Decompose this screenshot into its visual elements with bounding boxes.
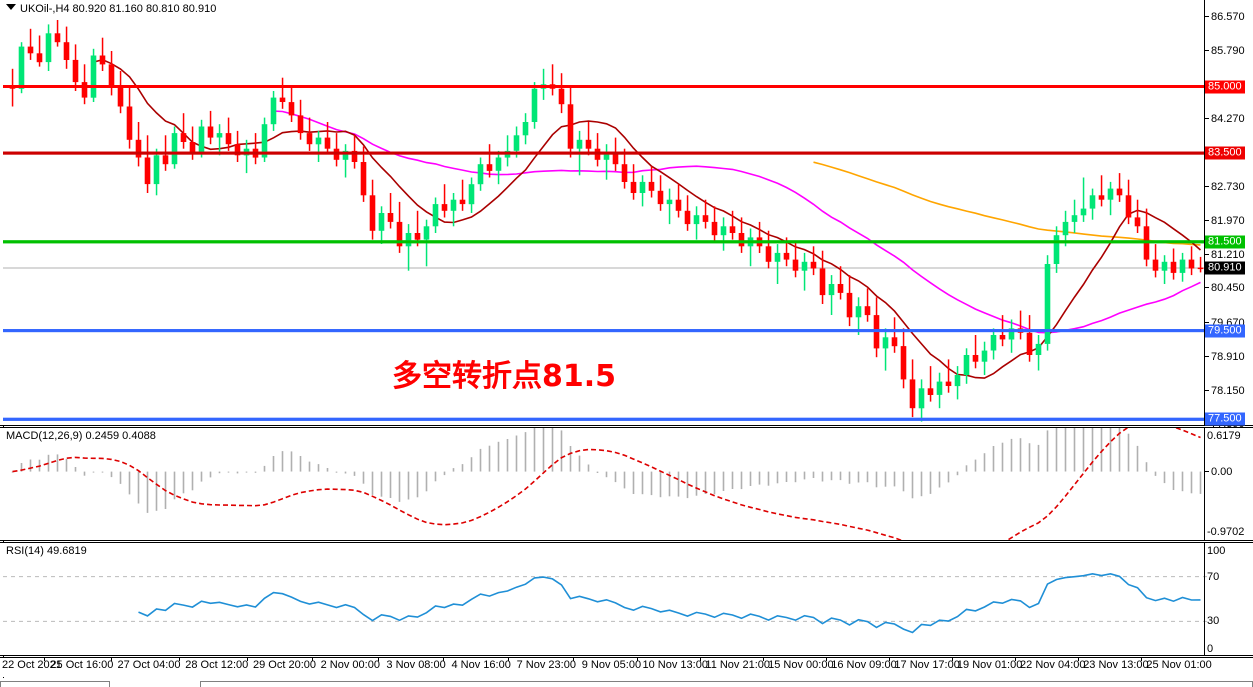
time-axis-label: 11 Nov 21:00 (705, 659, 771, 671)
time-axis-tick (312, 657, 314, 661)
time-axis-label: 3 Nov 08:00 (386, 659, 446, 671)
time-axis-label: 23 Nov 13:00 (1083, 659, 1149, 671)
price-axis-separator (1204, 0, 1205, 425)
rsi-tick-label: 70 (1207, 570, 1220, 583)
time-axis-tick (443, 657, 445, 661)
time-axis-tick (573, 657, 575, 661)
time-axis-label: 4 Nov 16:00 (451, 659, 511, 671)
time-axis-label: 29 Oct 20:00 (253, 659, 317, 671)
time-axis-tick (699, 657, 701, 661)
time-axis-tick (43, 657, 45, 661)
rsi-tick-label: 100 (1207, 545, 1226, 557)
price-tick-label: 78.150 (1205, 385, 1245, 397)
price-tick-label: 80.450 (1205, 282, 1245, 294)
price-level-badge[interactable]: 81.500 (1205, 235, 1245, 249)
time-axis-tick (825, 657, 827, 661)
price-tick-label: 86.570 (1205, 11, 1245, 23)
macd-axis-labels: 0.6179 0.00 -0.9702 (1205, 428, 1253, 540)
time-axis-label: 19 Nov 01:00 (956, 659, 1023, 671)
rsi-tick-label: 0 (1207, 643, 1214, 655)
macd-header: MACD(12,26,9) 0.2459 0.4088 (6, 430, 156, 442)
macd-axis-separator (1204, 428, 1205, 540)
time-axis-label: 10 Nov 13:00 (642, 659, 708, 671)
price-level-badge[interactable]: 79.500 (1205, 324, 1245, 338)
time-axis-label: 17 Nov 17:00 (894, 659, 960, 671)
chrome-panel-right[interactable] (200, 681, 1253, 687)
current-price-badge: 80.910 (1205, 261, 1245, 275)
time-axis-tick (1077, 657, 1079, 661)
price-level-badge[interactable]: 77.500 (1205, 412, 1245, 426)
time-axis-label: 28 Oct 12:00 (185, 659, 249, 671)
time-axis-tick (762, 657, 764, 661)
symbol-header-text: UKOil-,H4 80.920 81.160 80.810 80.910 (20, 3, 217, 15)
price-tick-label: 84.270 (1205, 113, 1245, 125)
chart-annotation-text: 多空转折点81.5 (392, 359, 617, 394)
price-level-badge[interactable]: 83.500 (1205, 146, 1245, 160)
time-axis-tick (378, 657, 380, 661)
time-axis-label: 15 Nov 00:00 (768, 659, 834, 671)
time-axis-label: 7 Nov 23:00 (516, 659, 576, 671)
time-axis[interactable]: 22 Oct 2021 25 Oct 16:00 27 Oct 04:00 28 Oc… (0, 657, 1253, 677)
rsi-canvas[interactable] (3, 543, 1208, 655)
time-axis-label: 2 Nov 00:00 (320, 659, 380, 671)
time-axis-label: 9 Nov 05:00 (581, 659, 642, 671)
rsi-axis-labels: 100 70 30 0 (1205, 543, 1253, 655)
price-tick-label: 81.970 (1205, 215, 1245, 227)
time-axis-line (0, 657, 1253, 658)
time-axis-tick (246, 657, 248, 661)
price-axis-labels: 86.570 85.790 84.270 82.730 81.970 81.210 80.4… (1205, 0, 1253, 430)
symbol-header[interactable]: UKOil-,H4 80.920 81.160 80.810 80.910 (6, 3, 216, 15)
time-axis-label: 25 Oct 16:00 (50, 659, 114, 671)
time-axis-label: 25 Nov 01:00 (1146, 659, 1212, 671)
price-chart-panel[interactable]: 86.570 85.790 84.270 82.730 81.970 81.210 80.4… (0, 0, 1253, 430)
macd-tick-label: 0.00 (1205, 466, 1232, 478)
time-axis-tick (178, 657, 180, 661)
price-tick-label: 78.910 (1205, 351, 1245, 363)
macd-tick-label: -0.9702 (1207, 526, 1245, 538)
time-axis-label: 22 Nov 04:00 (1020, 659, 1086, 671)
price-tick-label: 85.790 (1205, 45, 1245, 57)
time-axis-label: 27 Oct 04:00 (117, 659, 181, 671)
rsi-axis-separator (1204, 543, 1205, 655)
price-chart-canvas[interactable] (3, 0, 1208, 425)
price-level-badge[interactable]: 85.000 (1205, 80, 1245, 94)
time-axis-tick (889, 657, 891, 661)
time-axis-tick (508, 657, 510, 661)
chrome-tab-left[interactable] (0, 681, 110, 687)
time-axis-tick (1014, 657, 1016, 661)
time-axis-tick (637, 657, 639, 661)
time-axis-tick (1141, 657, 1143, 661)
time-axis-tick (951, 657, 953, 661)
window-chrome-bottom (0, 678, 1253, 687)
macd-panel[interactable]: 0.6179 0.00 -0.9702 MACD(12,26,9) 0.2459 0… (0, 427, 1253, 541)
rsi-tick-label: 30 (1207, 615, 1220, 628)
macd-tick-label: 0.6179 (1207, 430, 1241, 442)
price-tick-label: 82.730 (1205, 181, 1245, 193)
time-axis-label: 22 Oct 2021 (1, 659, 62, 671)
chevron-down-icon[interactable] (6, 4, 16, 10)
rsi-panel[interactable]: 100 70 30 0 RSI(14) 49.6819 (0, 542, 1253, 656)
time-axis-label: 16 Nov 09:00 (831, 659, 897, 671)
macd-canvas[interactable] (3, 428, 1208, 540)
price-tick-label: 81.210 (1205, 249, 1245, 261)
time-axis-tick (111, 657, 113, 661)
rsi-header: RSI(14) 49.6819 (6, 545, 87, 557)
